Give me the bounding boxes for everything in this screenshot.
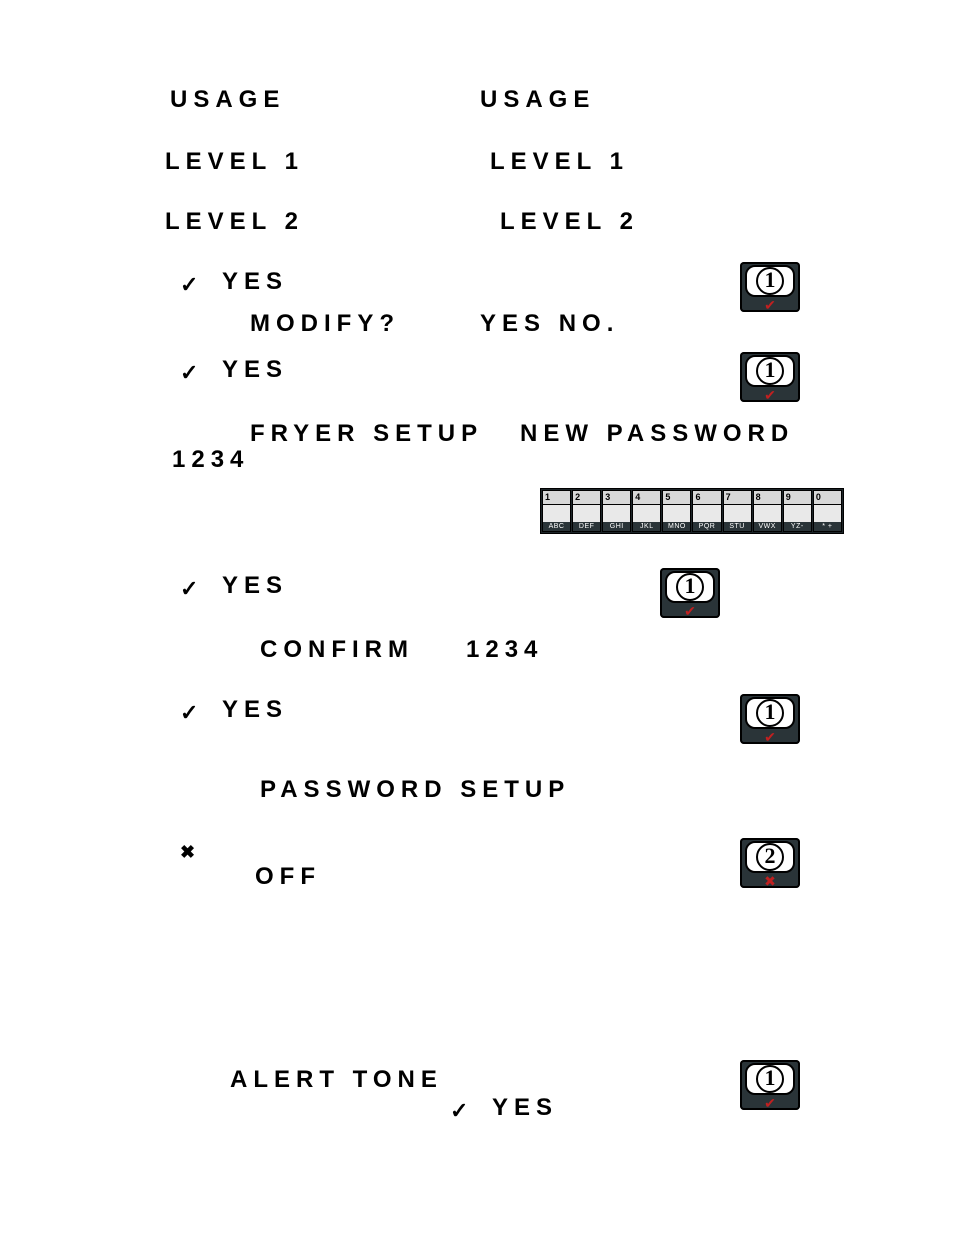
checkmark-icon: ✔ — [684, 604, 696, 618]
check-icon: ✓ — [180, 576, 198, 602]
keypad-key-letters: ABC — [543, 522, 570, 531]
label-yes-2: YES — [222, 356, 288, 384]
checkmark-icon: ✔ — [764, 388, 776, 402]
button-pill: 1 — [745, 355, 795, 387]
keypad-key-number: 8 — [754, 491, 781, 505]
keypad-key-face — [633, 505, 660, 522]
button-1-confirm[interactable]: 1 ✔ — [740, 1060, 800, 1110]
label-yes-4: YES — [222, 696, 288, 724]
keypad-key-letters: MNO — [663, 522, 690, 531]
keypad-key-number: 1 — [543, 491, 570, 505]
label-conf-1234: 1234 — [466, 636, 543, 664]
keypad-key-letters: GHI — [603, 522, 630, 531]
checkmark-icon: ✔ — [764, 730, 776, 744]
keypad-key-number: 5 — [663, 491, 690, 505]
label-off: OFF — [255, 863, 321, 891]
keypad-key-2[interactable]: 2 DEF — [572, 490, 601, 532]
keypad-key-5[interactable]: 5 MNO — [662, 490, 691, 532]
button-pill: 1 — [745, 265, 795, 297]
cross-icon: ✖ — [764, 874, 776, 888]
keypad-key-letters: YZ- — [784, 522, 811, 531]
label-modify: MODIFY? — [250, 310, 400, 338]
keypad-key-face — [543, 505, 570, 522]
label-yes-3: YES — [222, 572, 288, 600]
keypad-key-number: 3 — [603, 491, 630, 505]
label-level1-right: LEVEL 1 — [490, 148, 629, 176]
keypad[interactable]: 1 ABC 2 DEF 3 GHI 4 JKL 5 MNO 6 PQR 7 STU 8 VWX 9 YZ- 0 * + — [540, 488, 844, 534]
button-number-icon: 1 — [756, 1065, 784, 1093]
keypad-key-face — [754, 505, 781, 522]
keypad-key-letters: JKL — [633, 522, 660, 531]
label-level1-left: LEVEL 1 — [165, 148, 304, 176]
page: USAGE USAGE LEVEL 1 LEVEL 1 LEVEL 2 LEVE… — [0, 0, 954, 1235]
keypad-key-face — [784, 505, 811, 522]
keypad-key-face — [603, 505, 630, 522]
keypad-key-face — [814, 505, 841, 522]
label-yes-1: YES — [222, 268, 288, 296]
label-level2-left: LEVEL 2 — [165, 208, 304, 236]
button-pill: 1 — [665, 571, 715, 603]
label-alert-tone: ALERT TONE — [230, 1066, 443, 1094]
keypad-key-letters: DEF — [573, 522, 600, 531]
button-number-icon: 2 — [756, 843, 784, 871]
keypad-key-face — [724, 505, 751, 522]
label-usage-left: USAGE — [170, 86, 285, 114]
keypad-key-0[interactable]: 0 * + — [813, 490, 842, 532]
check-icon: ✓ — [180, 360, 198, 386]
label-yes-5: YES — [492, 1094, 558, 1122]
label-level2-right: LEVEL 2 — [500, 208, 639, 236]
label-password-setup: PASSWORD SETUP — [260, 776, 570, 804]
keypad-key-letters: * + — [814, 522, 841, 531]
keypad-key-number: 6 — [693, 491, 720, 505]
keypad-key-8[interactable]: 8 VWX — [753, 490, 782, 532]
keypad-key-number: 4 — [633, 491, 660, 505]
button-number-icon: 1 — [676, 573, 704, 601]
keypad-key-face — [573, 505, 600, 522]
keypad-key-number: 0 — [814, 491, 841, 505]
keypad-key-9[interactable]: 9 YZ- — [783, 490, 812, 532]
keypad-key-7[interactable]: 7 STU — [723, 490, 752, 532]
button-1-confirm[interactable]: 1 ✔ — [660, 568, 720, 618]
cross-icon: ✖ — [180, 842, 195, 863]
keypad-key-number: 7 — [724, 491, 751, 505]
label-new-password: NEW PASSWORD — [520, 420, 794, 448]
keypad-key-number: 9 — [784, 491, 811, 505]
keypad-key-6[interactable]: 6 PQR — [692, 490, 721, 532]
label-yes-no: YES NO. — [480, 310, 619, 338]
keypad-key-letters: STU — [724, 522, 751, 531]
button-2-cancel[interactable]: 2 ✖ — [740, 838, 800, 888]
checkmark-icon: ✔ — [764, 1096, 776, 1110]
keypad-key-1[interactable]: 1 ABC — [542, 490, 571, 532]
check-icon: ✓ — [450, 1098, 468, 1124]
button-pill: 1 — [745, 697, 795, 729]
label-fryer-setup: FRYER SETUP — [250, 420, 483, 448]
keypad-key-face — [663, 505, 690, 522]
button-number-icon: 1 — [756, 357, 784, 385]
button-1-confirm[interactable]: 1 ✔ — [740, 352, 800, 402]
check-icon: ✓ — [180, 700, 198, 726]
button-number-icon: 1 — [756, 267, 784, 295]
label-confirm: CONFIRM — [260, 636, 414, 664]
keypad-key-number: 2 — [573, 491, 600, 505]
button-1-confirm[interactable]: 1 ✔ — [740, 262, 800, 312]
check-icon: ✓ — [180, 272, 198, 298]
checkmark-icon: ✔ — [764, 298, 776, 312]
button-pill: 2 — [745, 841, 795, 873]
keypad-key-face — [693, 505, 720, 522]
keypad-key-3[interactable]: 3 GHI — [602, 490, 631, 532]
button-1-confirm[interactable]: 1 ✔ — [740, 694, 800, 744]
button-number-icon: 1 — [756, 699, 784, 727]
keypad-key-letters: PQR — [693, 522, 720, 531]
label-pw-1234: 1234 — [172, 446, 249, 474]
label-usage-right: USAGE — [480, 86, 595, 114]
keypad-key-4[interactable]: 4 JKL — [632, 490, 661, 532]
keypad-key-letters: VWX — [754, 522, 781, 531]
button-pill: 1 — [745, 1063, 795, 1095]
